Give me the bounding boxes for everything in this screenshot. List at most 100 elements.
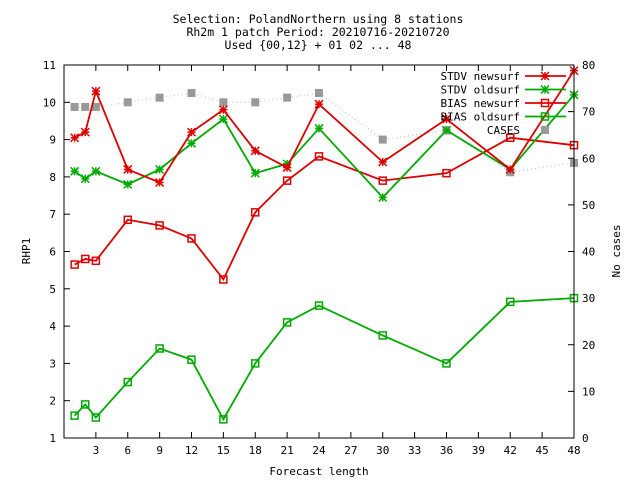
series-line-bias-newsurf: [74, 136, 575, 282]
x-tick-label: 33: [408, 444, 421, 457]
data-point-bias-oldsurf: [219, 415, 228, 424]
x-tick-label: 36: [440, 444, 453, 457]
data-point-stdv-oldsurf: [80, 174, 90, 184]
data-point-cases: [315, 88, 323, 97]
y-tick-label: 2: [49, 395, 56, 408]
legend-marker-stdv-oldsurf: [540, 84, 550, 95]
y2-tick-label: 80: [582, 59, 595, 72]
y-tick-label: 3: [49, 357, 56, 370]
y2-tick-label: 30: [582, 292, 595, 305]
x-tick-label: 30: [376, 444, 389, 457]
data-point-stdv-newsurf: [314, 99, 324, 109]
data-point-bias-newsurf: [251, 208, 260, 217]
y2-tick-label: 40: [582, 246, 595, 259]
series-bias-oldsurf: [70, 293, 579, 424]
legend-marker-stdv-newsurf: [540, 71, 550, 81]
data-point-bias-oldsurf: [506, 297, 515, 307]
data-point-stdv-newsurf: [378, 157, 388, 167]
data-point-stdv-newsurf: [123, 164, 133, 174]
data-point-bias-oldsurf: [187, 355, 196, 364]
x-tick-label: 48: [567, 444, 580, 457]
x-tick-label: 9: [156, 444, 163, 457]
plot-frame: [63, 64, 575, 439]
y2-tick-label: 10: [582, 385, 595, 398]
x-tick-label: 42: [504, 444, 517, 457]
x-tick-label: 18: [249, 444, 262, 457]
data-point-bias-oldsurf: [123, 377, 132, 387]
legend-marker-cases: [541, 126, 549, 134]
data-point-bias-newsurf: [442, 168, 451, 178]
data-point-stdv-oldsurf: [314, 123, 324, 133]
data-point-cases: [187, 88, 196, 97]
y2-tick-label: 20: [582, 339, 595, 352]
data-point-stdv-oldsurf: [155, 164, 165, 174]
data-point-bias-newsurf: [378, 176, 387, 185]
data-point-bias-newsurf: [70, 260, 79, 269]
series-bias-newsurf: [70, 133, 579, 284]
x-tick-label: 27: [344, 444, 357, 457]
y-tick-label: 6: [49, 246, 56, 259]
data-point-stdv-oldsurf: [218, 114, 228, 124]
x-tick-label: 21: [281, 444, 294, 457]
y-axis-label: RHP1: [20, 238, 33, 265]
axis-ticks: 3 6 9 12 15 18 21 24 27 30 33 36 39 42 45 4812345678910…: [43, 59, 596, 457]
data-point-stdv-newsurf: [186, 127, 197, 137]
data-point-bias-oldsurf: [282, 318, 292, 327]
y2-tick-label: 70: [582, 106, 595, 119]
data-point-bias-oldsurf: [155, 344, 164, 353]
data-point-bias-newsurf: [219, 275, 228, 284]
y-tick-label: 1: [49, 432, 56, 445]
data-point-stdv-oldsurf: [250, 168, 260, 178]
legend-marker-bias-newsurf: [540, 98, 550, 108]
data-point-bias-oldsurf: [314, 301, 324, 310]
y2-tick-label: 60: [582, 152, 595, 165]
data-point-cases: [81, 102, 90, 111]
y-tick-label: 4: [49, 320, 56, 333]
data-point-bias-newsurf: [187, 234, 196, 243]
data-point-cases: [251, 98, 260, 107]
y-tick-label: 9: [49, 134, 56, 147]
data-point-bias-newsurf: [91, 256, 101, 266]
x-tick-label: 3: [93, 444, 100, 457]
data-point-stdv-newsurf: [250, 146, 260, 156]
y-tick-label: 8: [49, 171, 56, 184]
legend-label-stdv-oldsurf: STDV oldsurf: [441, 84, 520, 97]
data-point-stdv-oldsurf: [123, 179, 133, 189]
data-point-bias-newsurf: [314, 152, 324, 161]
data-point-stdv-newsurf: [282, 163, 292, 173]
data-point-bias-oldsurf: [251, 359, 260, 368]
y2-tick-label: 0: [582, 432, 589, 445]
chart-title-line-3: Used {00,12} + 01 02 ... 48: [225, 38, 412, 52]
data-point-bias-oldsurf: [70, 411, 79, 420]
data-point-cases: [378, 135, 387, 144]
x-tick-label: 45: [536, 444, 549, 457]
y-tick-label: 5: [49, 283, 56, 296]
data-point-cases: [123, 98, 132, 107]
data-point-bias-oldsurf: [81, 400, 90, 409]
series-line-cases: [74, 92, 575, 173]
y2-axis-label: No cases: [610, 225, 623, 278]
data-point-bias-newsurf: [282, 176, 292, 185]
data-point-bias-newsurf: [123, 215, 132, 225]
data-point-stdv-newsurf: [155, 177, 165, 188]
legend-label-stdv-newsurf: STDV newsurf: [441, 70, 520, 83]
y-tick-label: 10: [43, 96, 56, 109]
series-line-stdv-newsurf: [74, 70, 575, 184]
series-stdv-newsurf: [70, 66, 579, 188]
x-tick-label: 12: [185, 444, 198, 457]
y-tick-label: 11: [43, 59, 56, 72]
data-point-cases: [70, 102, 79, 111]
data-point-stdv-oldsurf: [441, 125, 452, 135]
legend-label-bias-newsurf: BIAS newsurf: [441, 97, 520, 110]
x-tick-label: 15: [217, 444, 230, 457]
y2-tick-label: 50: [582, 199, 595, 212]
data-point-stdv-newsurf: [441, 114, 452, 124]
series-line-bias-oldsurf: [73, 297, 575, 422]
data-point-stdv-oldsurf: [70, 166, 80, 176]
data-point-bias-oldsurf: [442, 359, 451, 368]
series-stdv-oldsurf: [70, 90, 579, 202]
x-axis-label: Forecast length: [269, 465, 368, 478]
data-point-cases: [283, 93, 292, 102]
